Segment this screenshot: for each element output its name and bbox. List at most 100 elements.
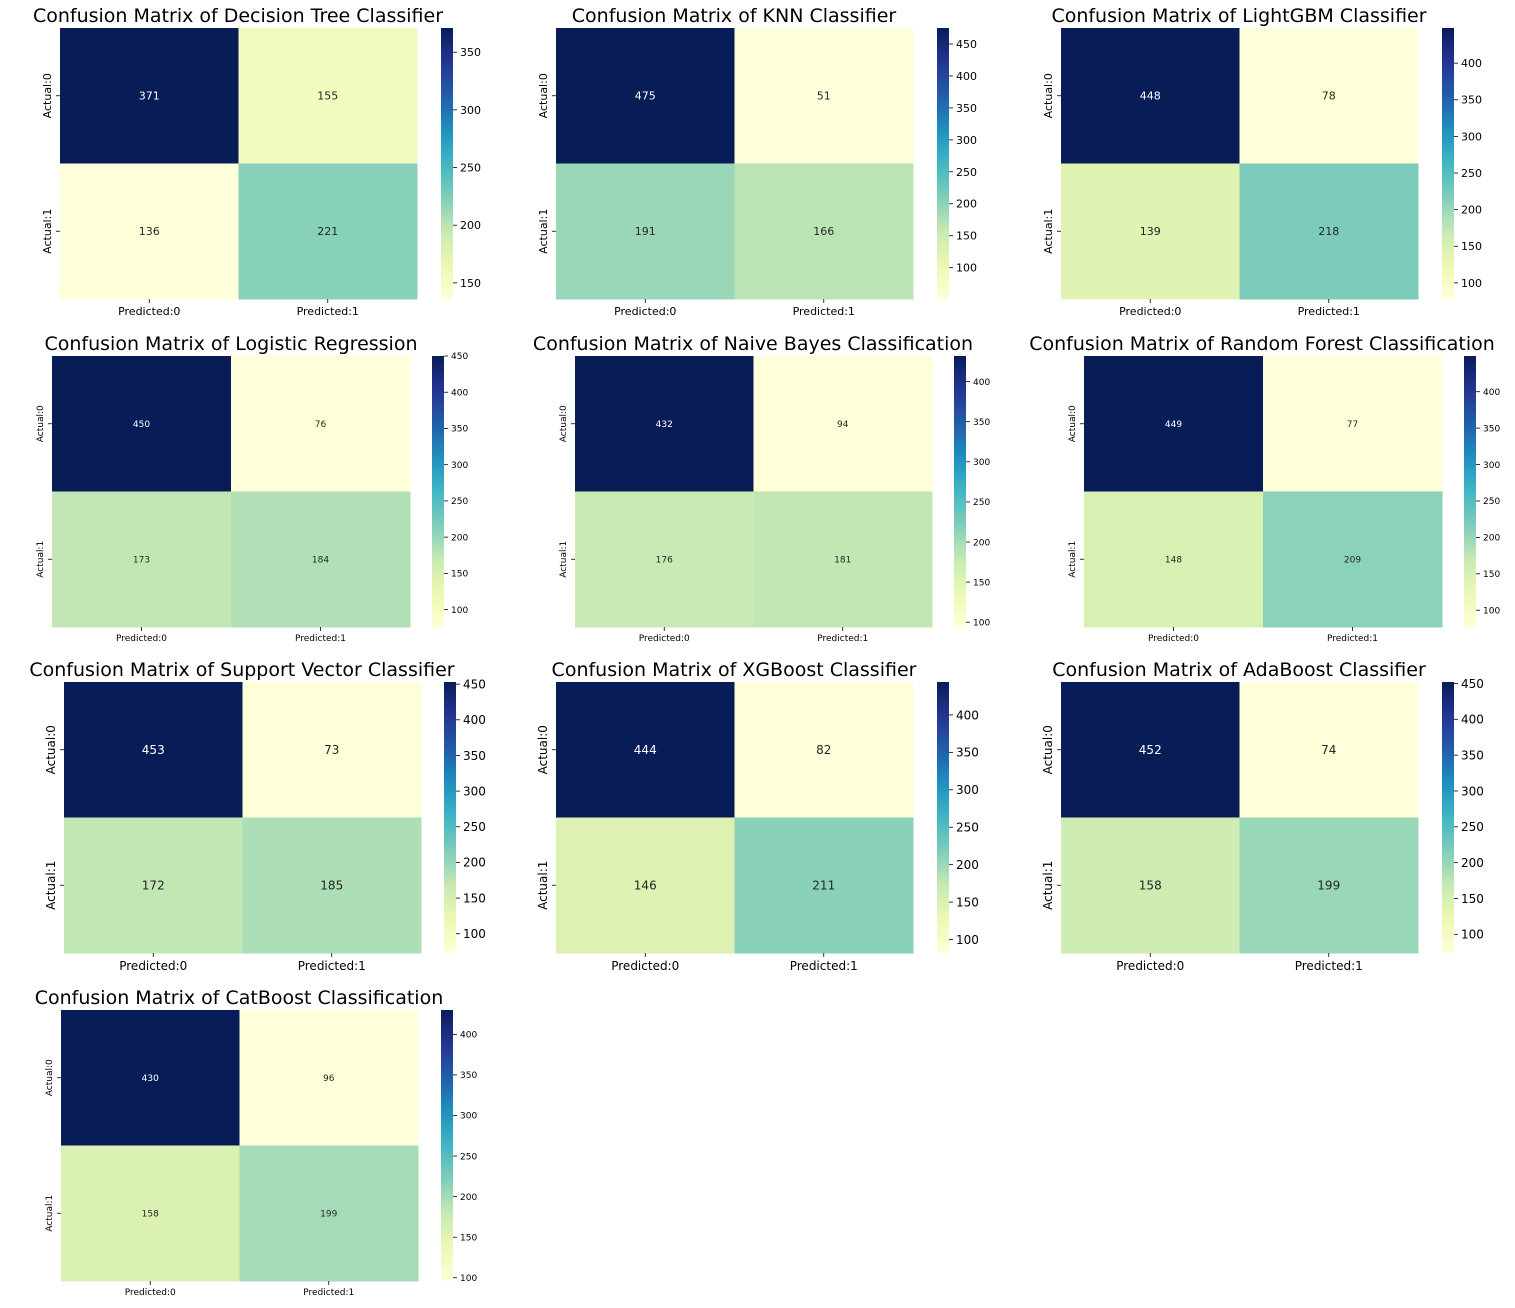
heatmap-cell (238, 28, 418, 164)
cell-value-label: 432 (656, 420, 673, 430)
heatmap-cell (1239, 163, 1419, 300)
colorbar-tick-label: 200 (463, 856, 486, 870)
colorbar-tick-label: 100 (1461, 928, 1484, 942)
heatmap-panel-6: Confusion Matrix of Random Forest Classi… (1029, 333, 1500, 644)
heatmap-cell (1061, 163, 1240, 300)
heatmap-cell (1263, 491, 1443, 628)
panel-title: Confusion Matrix of LightGBM Classifier (1051, 5, 1426, 27)
colorbar-tick-label: 300 (460, 1112, 477, 1122)
cell-value-label: 448 (1140, 90, 1161, 103)
heatmap-cell (61, 1010, 240, 1146)
colorbar-tick-label: 250 (973, 498, 990, 508)
colorbar-tick-label: 200 (1461, 856, 1484, 870)
colorbar-tick-label: 100 (451, 606, 468, 616)
y-tick-label: Actual:1 (1068, 541, 1078, 578)
heatmap-cell (1084, 491, 1264, 628)
heatmap-cell (1239, 682, 1419, 818)
colorbar-tick-label: 200 (956, 858, 979, 872)
colorbar-tick-label: 300 (1461, 130, 1482, 143)
x-tick-label: Predicted:1 (817, 634, 868, 644)
cell-value-label: 199 (1317, 879, 1340, 893)
colorbar-tick-label: 300 (451, 461, 468, 471)
y-tick-label: Actual:1 (44, 861, 58, 910)
colorbar-tick-label: 400 (1461, 713, 1484, 727)
colorbar-tick-label: 100 (956, 262, 977, 275)
colorbar-tick-label: 250 (460, 1152, 477, 1162)
heatmap-panel-8: Confusion Matrix of XGBoost Classifier 44… (536, 659, 979, 973)
x-tick-label: Predicted:0 (125, 1288, 176, 1298)
cell-value-label: 211 (812, 879, 835, 893)
heatmap-cell (1239, 817, 1419, 954)
colorbar-tick-label: 400 (1483, 388, 1500, 398)
cell-value-label: 158 (1139, 879, 1162, 893)
cell-value-label: 148 (1165, 555, 1182, 565)
colorbar (954, 356, 966, 627)
x-tick-label: Predicted:0 (639, 634, 690, 644)
heatmap-panel-4: Confusion Matrix of Logistic Regression 4… (36, 333, 468, 644)
x-tick-label: Predicted:0 (611, 959, 679, 973)
colorbar (1442, 682, 1454, 953)
colorbar-tick-label: 350 (956, 102, 977, 115)
panel-title: Confusion Matrix of Naive Bayes Classifi… (533, 333, 973, 355)
y-tick-label: Actual:1 (559, 541, 569, 578)
colorbar-tick-label: 300 (956, 783, 979, 797)
cell-value-label: 173 (133, 555, 150, 565)
colorbar-tick-label: 350 (460, 46, 481, 59)
colorbar-tick-label: 250 (1483, 497, 1500, 507)
colorbar-tick-label: 150 (460, 1233, 477, 1243)
cell-value-label: 184 (312, 555, 329, 565)
colorbar-tick-label: 250 (1461, 820, 1484, 834)
heatmap-cell (64, 817, 243, 954)
y-tick-label: Actual:0 (44, 725, 58, 774)
heatmap-cell (753, 491, 933, 628)
heatmap-panel-5: Confusion Matrix of Naive Bayes Classifi… (533, 333, 991, 644)
heatmap-cell (556, 682, 735, 818)
x-tick-label: Predicted:1 (297, 305, 359, 318)
panel-title: Confusion Matrix of AdaBoost Classifier (1052, 659, 1426, 681)
colorbar-tick-label: 450 (463, 677, 486, 691)
colorbar-tick-label: 150 (956, 230, 977, 243)
heatmap-cell (556, 163, 735, 300)
x-tick-label: Predicted:0 (1116, 959, 1184, 973)
heatmap-cell (575, 491, 754, 628)
colorbar-tick-label: 350 (956, 746, 979, 760)
cell-value-label: 51 (817, 90, 831, 103)
cell-value-label: 139 (1140, 225, 1161, 238)
colorbar-tick-label: 400 (956, 70, 977, 83)
y-tick-label: Actual:1 (1042, 209, 1055, 254)
colorbar (444, 682, 456, 953)
x-tick-label: Predicted:1 (1327, 634, 1378, 644)
colorbar-tick-label: 300 (1483, 461, 1500, 471)
x-tick-label: Predicted:1 (303, 1288, 354, 1298)
colorbar-tick-label: 150 (460, 277, 481, 290)
colorbar-tick-label: 150 (1461, 892, 1484, 906)
colorbar-tick-label: 150 (956, 895, 979, 909)
colorbar (441, 28, 453, 299)
colorbar-tick-label: 200 (460, 219, 481, 232)
heatmap-panel-7: Confusion Matrix of Support Vector Class… (29, 659, 486, 973)
colorbar-tick-label: 100 (1461, 277, 1482, 290)
heatmap-cell (239, 1145, 419, 1282)
colorbar-tick-label: 350 (460, 1071, 477, 1081)
colorbar-tick-label: 150 (1461, 240, 1482, 253)
cell-value-label: 158 (142, 1209, 159, 1219)
cell-value-label: 209 (1344, 555, 1361, 565)
heatmap-panel-2: Confusion Matrix of KNN Classifier 475 51 1… (537, 5, 977, 318)
colorbar-tick-label: 200 (1461, 204, 1482, 217)
colorbar-tick-label: 350 (1461, 94, 1482, 107)
colorbar (937, 28, 949, 299)
cell-value-label: 94 (837, 420, 849, 430)
y-tick-label: Actual:0 (1068, 405, 1078, 442)
colorbar-tick-label: 100 (463, 927, 486, 941)
colorbar-tick-label: 250 (1461, 167, 1482, 180)
heatmap-cell (734, 28, 914, 164)
heatmap-cell (1263, 356, 1443, 492)
colorbar-tick-label: 350 (451, 425, 468, 435)
x-tick-label: Predicted:1 (790, 959, 858, 973)
colorbar-tick-label: 450 (1461, 677, 1484, 691)
heatmap-cell (64, 682, 243, 818)
heatmap-cell (238, 163, 418, 300)
cell-value-label: 136 (139, 225, 160, 238)
heatmap-panel-3: Confusion Matrix of LightGBM Classifier 4… (1042, 5, 1482, 318)
cell-value-label: 444 (634, 743, 657, 757)
